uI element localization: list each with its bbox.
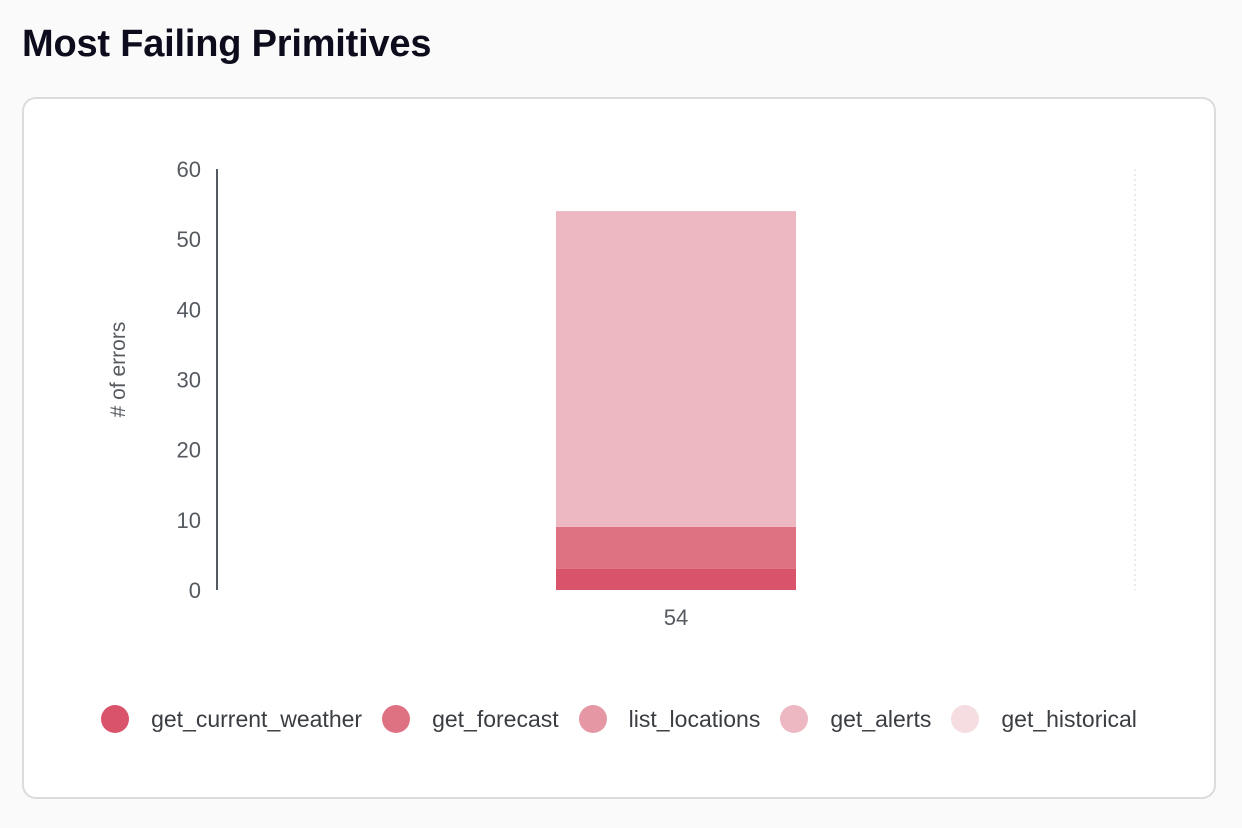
legend-swatch xyxy=(382,705,411,733)
legend-swatch xyxy=(578,705,607,733)
legend-swatch xyxy=(951,705,980,733)
page-title: Most Failing Primitives xyxy=(22,23,432,65)
legend-label: get_alerts xyxy=(830,705,932,732)
legend-item-get-alerts[interactable]: get_alerts xyxy=(780,705,931,733)
legend-item-get-forecast[interactable]: get_forecast xyxy=(382,705,559,733)
legend-item-get-current-weather[interactable]: get_current_weather xyxy=(101,705,362,733)
bar-segment-get-alerts[interactable] xyxy=(556,211,796,527)
legend-label: get_historical xyxy=(1001,705,1137,732)
legend-label: list_locations xyxy=(628,705,761,732)
chart-card: 0 10 20 30 40 50 60 54 # of errors get_current… xyxy=(22,97,1216,799)
legend-swatch xyxy=(101,705,130,733)
bar-stack[interactable] xyxy=(556,211,796,590)
y-tick-label: 10 xyxy=(177,508,201,533)
stacked-bar-chart: 0 10 20 30 40 50 60 54 # of errors xyxy=(107,157,1136,630)
y-axis-title: # of errors xyxy=(107,322,130,418)
y-tick-label: 50 xyxy=(177,227,201,252)
legend-item-list-locations[interactable]: list_locations xyxy=(578,705,761,733)
legend-label: get_current_weather xyxy=(151,705,363,732)
bar-segment-get-forecast[interactable] xyxy=(556,526,796,569)
legend-swatch xyxy=(780,705,809,733)
bar-segment-get-current-weather[interactable] xyxy=(556,568,796,590)
y-tick-label: 20 xyxy=(177,438,201,463)
legend-label: get_forecast xyxy=(432,705,559,732)
x-tick-label: 54 xyxy=(664,605,688,630)
y-tick-label: 0 xyxy=(189,578,201,603)
y-tick-label: 40 xyxy=(177,297,201,322)
y-tick-label: 60 xyxy=(177,157,201,182)
x-axis-ticks: 54 xyxy=(664,605,688,630)
legend-item-get-historical[interactable]: get_historical xyxy=(951,705,1137,733)
y-axis-ticks: 0 10 20 30 40 50 60 xyxy=(177,157,201,603)
chart-legend: get_current_weather get_forecast list_loca… xyxy=(24,705,1214,733)
y-tick-label: 30 xyxy=(177,368,201,393)
